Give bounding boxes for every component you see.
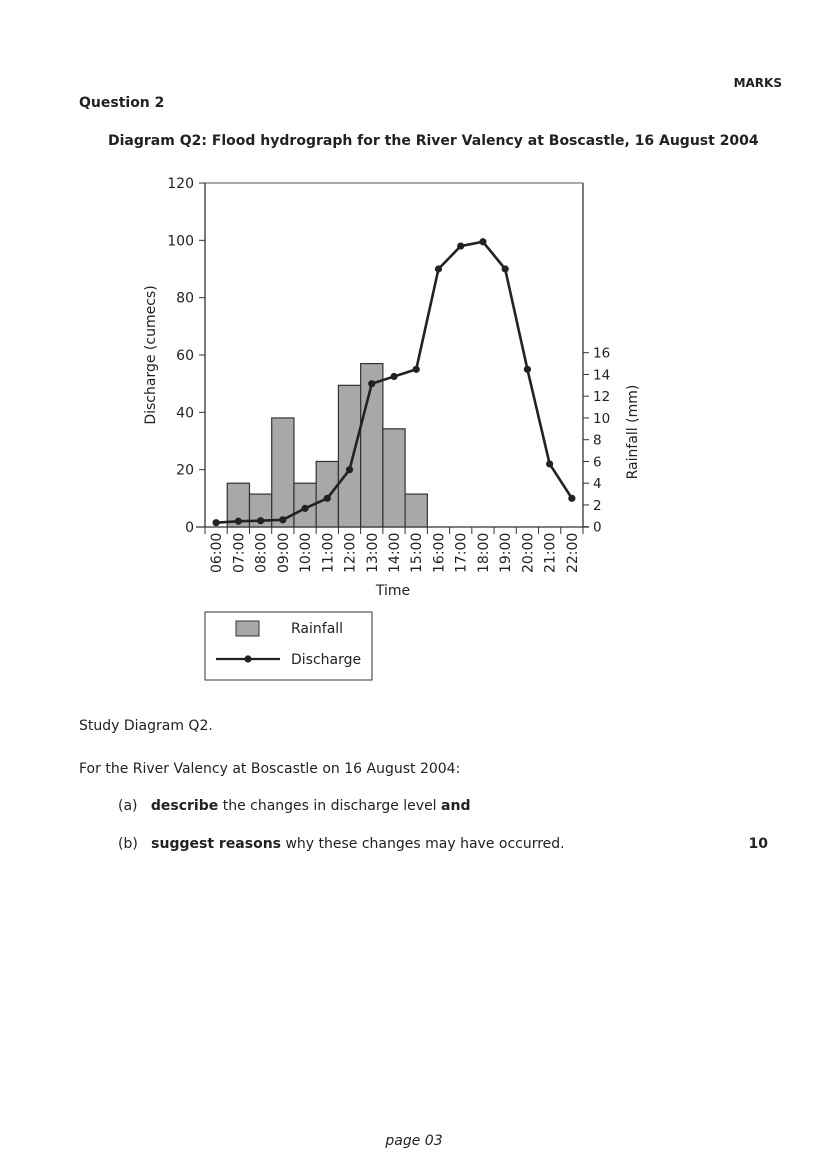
- legend-rainfall-swatch: [235, 620, 260, 637]
- right-tick-label: 2: [593, 498, 602, 514]
- left-tick-label: 100: [167, 233, 194, 249]
- question-heading: Question 2: [79, 95, 165, 111]
- legend-discharge-marker: [244, 655, 252, 663]
- left-tick-label: 0: [185, 520, 194, 536]
- x-tick-label: 10:00: [298, 533, 314, 573]
- left-tick-label: 60: [176, 348, 194, 364]
- instruction-intro: For the River Valency at Boscastle on 16…: [79, 761, 461, 777]
- x-tick-label: 11:00: [320, 533, 336, 573]
- right-tick-label: 8: [593, 433, 602, 449]
- rainfall-bar: [404, 493, 428, 528]
- x-tick-label: 08:00: [254, 533, 270, 573]
- rainfall-bar: [315, 460, 340, 528]
- discharge-point: [234, 517, 242, 525]
- marks-value: 10: [748, 836, 768, 852]
- discharge-point: [390, 372, 398, 381]
- x-tick-label: 21:00: [543, 533, 559, 573]
- part-b-text: why these changes may have occurred.: [281, 836, 565, 852]
- x-axis-title: Time: [375, 583, 410, 599]
- discharge-point: [279, 516, 287, 524]
- chart-title: Diagram Q2: Flood hydrograph for the Riv…: [108, 133, 759, 149]
- legend-rainfall-label: Rainfall: [291, 621, 343, 637]
- part-a-label: (a): [118, 798, 138, 814]
- x-tick-label: 18:00: [476, 533, 492, 573]
- discharge-point: [345, 466, 354, 474]
- right-tick-label: 10: [593, 411, 610, 427]
- discharge-point: [323, 494, 331, 502]
- discharge-point: [457, 242, 465, 250]
- discharge-point: [412, 365, 420, 373]
- discharge-point: [212, 519, 220, 527]
- discharge-point: [546, 460, 554, 468]
- x-tick-label: 22:00: [565, 533, 581, 573]
- right-tick-label: 12: [593, 389, 610, 405]
- right-tick-label: 4: [593, 476, 602, 492]
- discharge-point: [301, 504, 309, 512]
- instruction-study: Study Diagram Q2.: [79, 718, 213, 734]
- y-axis-title: Discharge (cumecs): [143, 285, 159, 424]
- part-b-label: (b): [118, 836, 138, 852]
- x-tick-label: 14:00: [387, 533, 403, 573]
- rainfall-bar: [271, 417, 295, 528]
- x-tick-label: 06:00: [209, 533, 225, 573]
- rainfall-bar: [382, 428, 406, 528]
- x-tick-label: 12:00: [343, 533, 359, 573]
- right-tick-label: 6: [593, 454, 602, 470]
- x-tick-label: 09:00: [276, 533, 292, 573]
- discharge-point: [479, 238, 487, 246]
- x-tick-label: 17:00: [454, 533, 470, 573]
- hydrograph-chart: 0 20 40 60 80 100 120 0 2 4 6 8 10 12 14 16 06:00 07:00 08…: [143, 176, 641, 681]
- page-number: page 03: [385, 1133, 443, 1149]
- right-tick-label: 14: [593, 367, 610, 383]
- right-tick-label: 16: [593, 346, 610, 362]
- discharge-point: [256, 517, 265, 525]
- marks-label: MARKS: [733, 76, 782, 90]
- legend-discharge-label: Discharge: [291, 652, 361, 668]
- rainfall-bar: [337, 384, 362, 528]
- x-tick-label: 19:00: [498, 533, 514, 573]
- discharge-point: [501, 265, 509, 273]
- discharge-point: [523, 365, 532, 373]
- x-tick-label: 13:00: [365, 533, 381, 573]
- left-tick-label: 20: [176, 463, 194, 479]
- left-tick-label: 40: [176, 405, 194, 421]
- part-a-text: the changes in discharge level: [218, 798, 442, 814]
- x-tick-label: 20:00: [520, 533, 536, 573]
- right-tick-label: 0: [593, 520, 602, 536]
- part-b-bold-verb: suggest reasons: [151, 836, 282, 852]
- x-tick-label: 15:00: [409, 533, 425, 573]
- discharge-point: [368, 380, 376, 388]
- question-part-b: (b) suggest reasons why these changes ma…: [118, 836, 565, 852]
- discharge-point: [434, 265, 443, 273]
- x-tick-label: 07:00: [231, 533, 247, 573]
- left-tick-label: 80: [176, 291, 194, 307]
- legend-box: [204, 611, 373, 681]
- left-tick-label: 120: [167, 176, 194, 192]
- question-part-a: (a) describe the changes in discharge le…: [118, 798, 470, 814]
- part-a-bold-and: and: [441, 798, 471, 814]
- x-tick-label: 16:00: [431, 533, 447, 573]
- discharge-point: [568, 494, 576, 502]
- y2-axis-title: Rainfall (mm): [625, 385, 641, 480]
- part-a-bold-verb: describe: [150, 798, 219, 814]
